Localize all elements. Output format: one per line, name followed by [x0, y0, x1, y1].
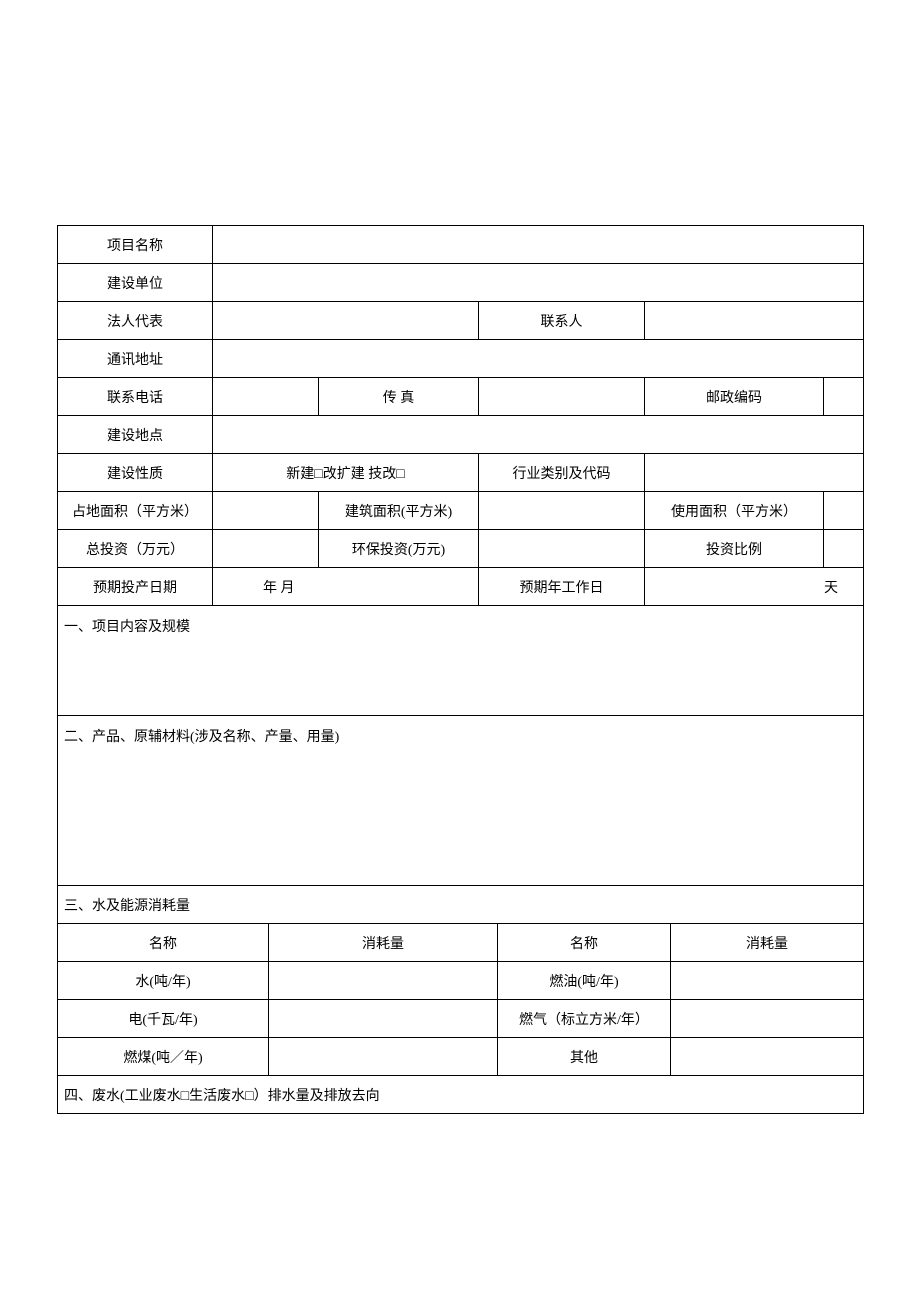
value-land-area — [213, 492, 319, 530]
cons-h4: 消耗量 — [671, 924, 864, 962]
cons-r1c1: 水(吨/年) — [58, 962, 269, 1000]
row-section4: 四、废水(工业废水□生活废水□）排水量及排放去向 — [58, 1076, 864, 1114]
cons-r1c2 — [269, 962, 498, 1000]
cons-h1: 名称 — [58, 924, 269, 962]
cons-r2c4 — [671, 1000, 864, 1038]
cons-r3c3: 其他 — [498, 1038, 671, 1076]
label-nature: 建设性质 — [58, 454, 213, 492]
row-section2: 二、产品、原辅材料(涉及名称、产量、用量) — [58, 716, 864, 886]
section2-header: 二、产品、原辅材料(涉及名称、产量、用量) — [58, 716, 864, 886]
value-project-name — [213, 226, 864, 264]
label-industry: 行业类别及代码 — [479, 454, 645, 492]
label-fax: 传 真 — [319, 378, 479, 416]
label-construction-unit: 建设单位 — [58, 264, 213, 302]
value-invest-ratio — [824, 530, 864, 568]
label-build-area: 建筑面积(平方米) — [319, 492, 479, 530]
row-project-name: 项目名称 — [58, 226, 864, 264]
value-contact — [645, 302, 864, 340]
value-use-area — [824, 492, 864, 530]
row-area: 占地面积（平方米） 建筑面积(平方米) 使用面积（平方米） — [58, 492, 864, 530]
label-use-area: 使用面积（平方米） — [645, 492, 824, 530]
row-section1: 一、项目内容及规模 — [58, 606, 864, 716]
row-section3: 三、水及能源消耗量 — [58, 886, 864, 924]
row-date: 预期投产日期 年 月 预期年工作日 天 — [58, 568, 864, 606]
label-location: 建设地点 — [58, 416, 213, 454]
label-env-invest: 环保投资(万元) — [319, 530, 479, 568]
form-table: 项目名称 建设单位 法人代表 联系人 通讯地址 联系电话 传 真 邮政编码 建设… — [57, 225, 864, 1114]
row-consumption-2: 电(千瓦/年) 燃气（标立方米/年） — [58, 1000, 864, 1038]
value-legal-rep — [213, 302, 479, 340]
value-address — [213, 340, 864, 378]
row-construction-unit: 建设单位 — [58, 264, 864, 302]
cons-r2c1: 电(千瓦/年) — [58, 1000, 269, 1038]
value-postal — [824, 378, 864, 416]
label-work-days: 预期年工作日 — [479, 568, 645, 606]
value-construction-unit — [213, 264, 864, 302]
row-nature: 建设性质 新建□改扩建 技改□ 行业类别及代码 — [58, 454, 864, 492]
value-expected-date: 年 月 — [213, 568, 479, 606]
value-total-invest — [213, 530, 319, 568]
label-invest-ratio: 投资比例 — [645, 530, 824, 568]
cons-r1c3: 燃油(吨/年) — [498, 962, 671, 1000]
row-location: 建设地点 — [58, 416, 864, 454]
value-env-invest — [479, 530, 645, 568]
section4-header: 四、废水(工业废水□生活废水□）排水量及排放去向 — [58, 1076, 864, 1114]
value-work-days: 天 — [645, 568, 864, 606]
label-postal: 邮政编码 — [645, 378, 824, 416]
value-nature: 新建□改扩建 技改□ — [213, 454, 479, 492]
value-location — [213, 416, 864, 454]
value-build-area — [479, 492, 645, 530]
row-address: 通讯地址 — [58, 340, 864, 378]
cons-h3: 名称 — [498, 924, 671, 962]
label-legal-rep: 法人代表 — [58, 302, 213, 340]
label-project-name: 项目名称 — [58, 226, 213, 264]
row-investment: 总投资（万元） 环保投资(万元) 投资比例 — [58, 530, 864, 568]
row-phone: 联系电话 传 真 邮政编码 — [58, 378, 864, 416]
value-industry — [645, 454, 864, 492]
section1-header: 一、项目内容及规模 — [58, 606, 864, 716]
row-consumption-3: 燃煤(吨／年) 其他 — [58, 1038, 864, 1076]
label-expected-date: 预期投产日期 — [58, 568, 213, 606]
label-address: 通讯地址 — [58, 340, 213, 378]
label-contact: 联系人 — [479, 302, 645, 340]
cons-r1c4 — [671, 962, 864, 1000]
cons-h2: 消耗量 — [269, 924, 498, 962]
value-phone — [213, 378, 319, 416]
row-legal-rep: 法人代表 联系人 — [58, 302, 864, 340]
cons-r3c2 — [269, 1038, 498, 1076]
cons-r3c4 — [671, 1038, 864, 1076]
label-phone: 联系电话 — [58, 378, 213, 416]
row-consumption-1: 水(吨/年) 燃油(吨/年) — [58, 962, 864, 1000]
cons-r3c1: 燃煤(吨／年) — [58, 1038, 269, 1076]
section3-header: 三、水及能源消耗量 — [58, 886, 864, 924]
cons-r2c3: 燃气（标立方米/年） — [498, 1000, 671, 1038]
label-total-invest: 总投资（万元） — [58, 530, 213, 568]
cons-r2c2 — [269, 1000, 498, 1038]
row-consumption-header: 名称 消耗量 名称 消耗量 — [58, 924, 864, 962]
value-fax — [479, 378, 645, 416]
label-land-area: 占地面积（平方米） — [58, 492, 213, 530]
